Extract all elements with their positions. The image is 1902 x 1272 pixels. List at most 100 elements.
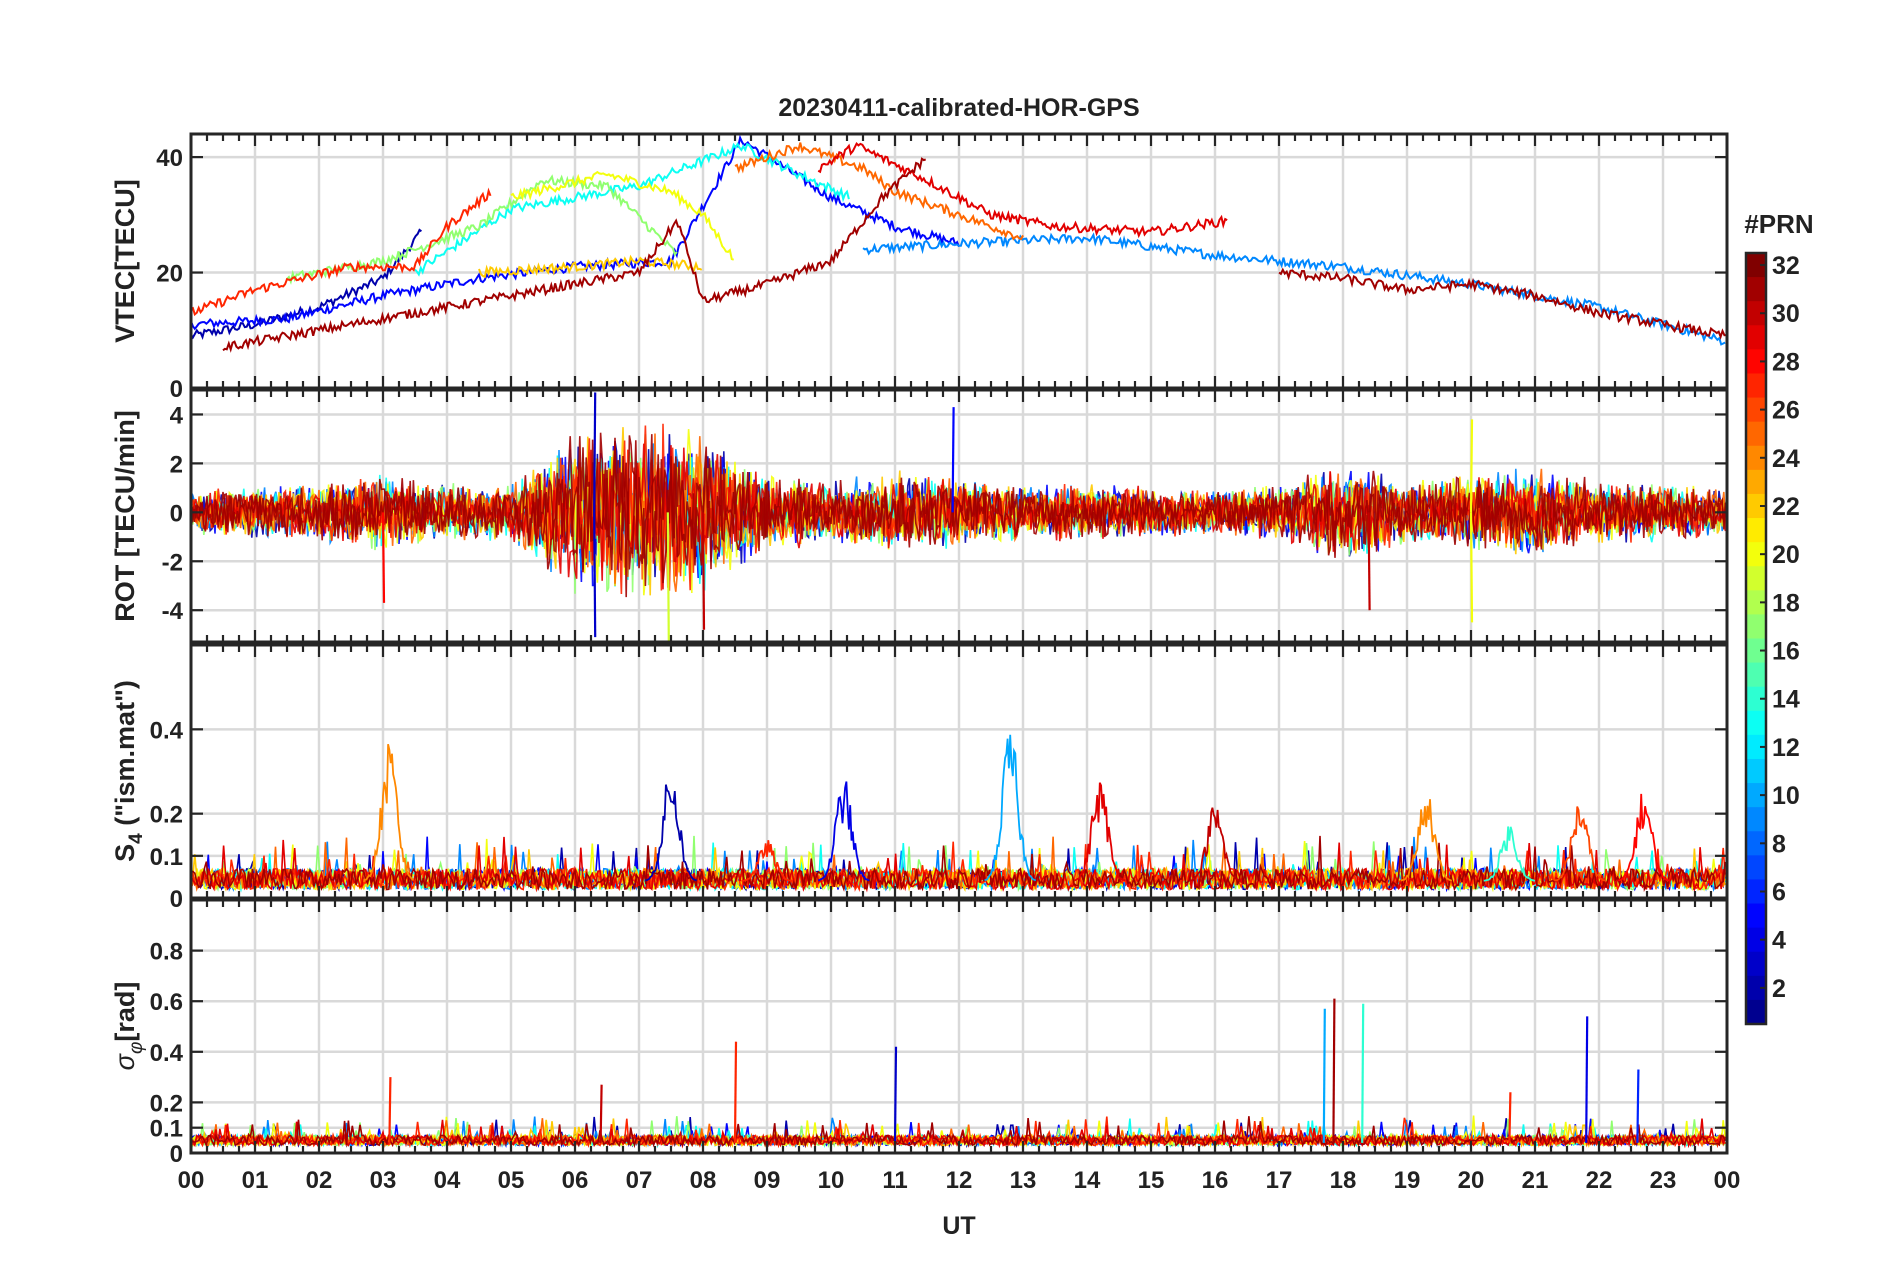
colorbar-segment (1746, 566, 1766, 591)
x-tick-label: 02 (306, 1167, 333, 1194)
colorbar-tick-label: 26 (1772, 397, 1800, 425)
s4-series-line (191, 835, 1726, 893)
vtec-series-line (222, 157, 927, 353)
rot-spike (951, 407, 955, 513)
rot-spike (593, 392, 597, 513)
colorbar-tick-label: 20 (1772, 541, 1800, 569)
y-tick-label: -2 (162, 549, 183, 576)
s4-ylabel-sub: 4 (126, 833, 147, 844)
rot-spike (1469, 512, 1474, 623)
colorbar-segment (1746, 686, 1766, 712)
colorbar-frame (1744, 251, 1768, 1026)
colorbar-segment (1746, 421, 1766, 447)
x-tick-label: 15 (1138, 1167, 1165, 1194)
sigma-phi-ylabel-main: σ (110, 1052, 140, 1070)
rot-spike (593, 512, 597, 638)
colorbar-segment (1746, 975, 1766, 1001)
x-axis-title: UT (942, 1212, 975, 1240)
colorbar-segment (1746, 253, 1766, 278)
x-tick-label: 01 (242, 1167, 269, 1194)
colorbar-segment (1746, 301, 1766, 326)
y-tick-label: 0 (170, 500, 183, 527)
s4-peak (1483, 826, 1536, 882)
colorbar-tick-label: 18 (1772, 589, 1800, 617)
colorbar-segment (1746, 590, 1766, 616)
x-tick-label: 11 (882, 1167, 907, 1194)
y-tick-label: 0.6 (150, 989, 183, 1016)
sigma-phi-peak (733, 1041, 738, 1143)
sigma-phi-peak (388, 1077, 392, 1143)
sigma-phi-ylabel: σφ[rad] (110, 982, 147, 1071)
colorbar-segment (1746, 277, 1766, 302)
colorbar-segment (1746, 951, 1766, 977)
colorbar-tick-label: 12 (1772, 734, 1800, 762)
vtec-series-line (286, 174, 678, 285)
sigma-phi-peak (1636, 1069, 1640, 1143)
vtec-panel: 0 20 40 (156, 132, 1729, 403)
x-tick-label: 00 (178, 1167, 205, 1194)
colorbar-segment (1746, 879, 1766, 905)
y-tick-label: -4 (162, 598, 184, 625)
x-tick-label: 22 (1586, 1167, 1613, 1194)
colorbar-tick-label: 30 (1772, 300, 1800, 328)
rot-spike (381, 512, 386, 603)
sigma-phi-peak (1361, 1003, 1365, 1143)
colorbar-segment (1746, 397, 1766, 423)
colorbar-segment (1746, 927, 1766, 953)
sigma-phi-peak (1585, 1016, 1589, 1143)
s4-peak (1618, 793, 1670, 882)
s4-ylabel-rest: ("ism.mat") (110, 680, 140, 833)
colorbar-segment (1746, 903, 1766, 929)
x-tick-label: 16 (1202, 1167, 1229, 1194)
x-tick-label: 05 (498, 1167, 525, 1194)
colorbar-tick-label: 28 (1772, 348, 1800, 376)
x-tick-label: 12 (946, 1167, 973, 1194)
colorbar-tick-label: 22 (1772, 493, 1800, 521)
colorbar-tick-label: 6 (1772, 878, 1786, 906)
colorbar-segment (1746, 783, 1766, 808)
rot-spike (1469, 419, 1474, 513)
y-tick-label: 4 (170, 402, 184, 429)
figure-title: 20230411-calibrated-HOR-GPS (778, 94, 1139, 122)
rot-spike (666, 512, 670, 642)
sigma-phi-ylabel-sub: φ (126, 1042, 147, 1054)
s4-peak (645, 784, 697, 882)
colorbar-segment (1746, 999, 1766, 1025)
y-tick-label: 0 (170, 886, 183, 913)
vtec-series-line (510, 170, 735, 261)
rot-spike (701, 512, 706, 630)
colorbar-segment (1746, 662, 1766, 688)
y-tick-label: 0.8 (150, 939, 183, 966)
colorbar-title: #PRN (1744, 209, 1813, 239)
x-tick-label: 13 (1010, 1167, 1037, 1194)
colorbar-segment (1746, 710, 1766, 736)
x-tick-label: 14 (1074, 1167, 1101, 1194)
rot-ylabel: ROT [TECU/min] (110, 410, 140, 621)
x-tick-label: 08 (690, 1167, 717, 1194)
y-tick-label: 0.4 (150, 717, 184, 744)
s4-peak (1189, 807, 1241, 882)
x-tick-label: 06 (562, 1167, 589, 1194)
s4-peak (363, 744, 414, 882)
y-tick-label: 0.1 (150, 1116, 183, 1143)
colorbar-segment (1746, 325, 1766, 350)
colorbar-segment (1746, 638, 1766, 664)
colorbar-segment (1746, 518, 1766, 543)
rot-lines (191, 392, 1727, 642)
colorbar-segment (1746, 758, 1766, 784)
x-tick-label: 21 (1522, 1167, 1549, 1194)
x-tick-labels: 00 01 02 03 04 05 06 07 08 09 10 11 12 13 14 15 16 17 18 19… (178, 1167, 1741, 1194)
sigma-phi-panel: 00.10.2 0.4 0.6 0.8 (150, 898, 1729, 1168)
colorbar-segment (1746, 614, 1766, 640)
s4-lines (191, 734, 1726, 893)
x-tick-label: 10 (818, 1167, 845, 1194)
sigma-phi-ylabel-rest: [rad] (110, 982, 140, 1042)
vtec-series-line (478, 254, 703, 279)
colorbar-tick-label: 8 (1772, 830, 1786, 858)
sigma-phi-peak (1508, 1092, 1512, 1143)
x-tick-label: 18 (1330, 1167, 1357, 1194)
colorbar-tick-label: 24 (1772, 445, 1800, 473)
x-tick-label: 07 (626, 1167, 653, 1194)
